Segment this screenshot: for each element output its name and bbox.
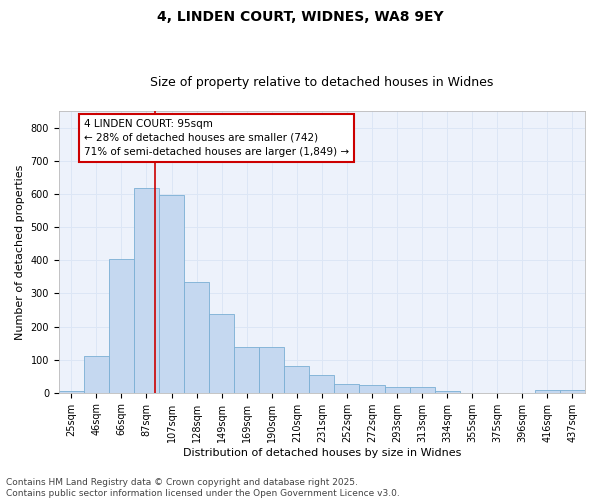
Bar <box>434 391 460 392</box>
X-axis label: Distribution of detached houses by size in Widnes: Distribution of detached houses by size … <box>183 448 461 458</box>
Bar <box>334 384 359 392</box>
Bar <box>109 258 134 392</box>
Bar <box>159 195 184 392</box>
Bar <box>310 374 334 392</box>
Bar <box>560 390 585 392</box>
Text: 4 LINDEN COURT: 95sqm
← 28% of detached houses are smaller (742)
71% of semi-det: 4 LINDEN COURT: 95sqm ← 28% of detached … <box>84 119 349 157</box>
Bar <box>535 390 560 392</box>
Bar <box>209 314 234 392</box>
Text: Contains HM Land Registry data © Crown copyright and database right 2025.
Contai: Contains HM Land Registry data © Crown c… <box>6 478 400 498</box>
Title: Size of property relative to detached houses in Widnes: Size of property relative to detached ho… <box>150 76 494 90</box>
Bar <box>284 366 310 392</box>
Bar <box>359 386 385 392</box>
Bar <box>134 188 159 392</box>
Bar <box>59 391 84 392</box>
Text: 4, LINDEN COURT, WIDNES, WA8 9EY: 4, LINDEN COURT, WIDNES, WA8 9EY <box>157 10 443 24</box>
Bar <box>84 356 109 392</box>
Bar <box>234 347 259 393</box>
Bar <box>410 387 434 392</box>
Bar <box>385 387 410 392</box>
Bar <box>259 347 284 393</box>
Y-axis label: Number of detached properties: Number of detached properties <box>15 164 25 340</box>
Bar <box>184 282 209 393</box>
